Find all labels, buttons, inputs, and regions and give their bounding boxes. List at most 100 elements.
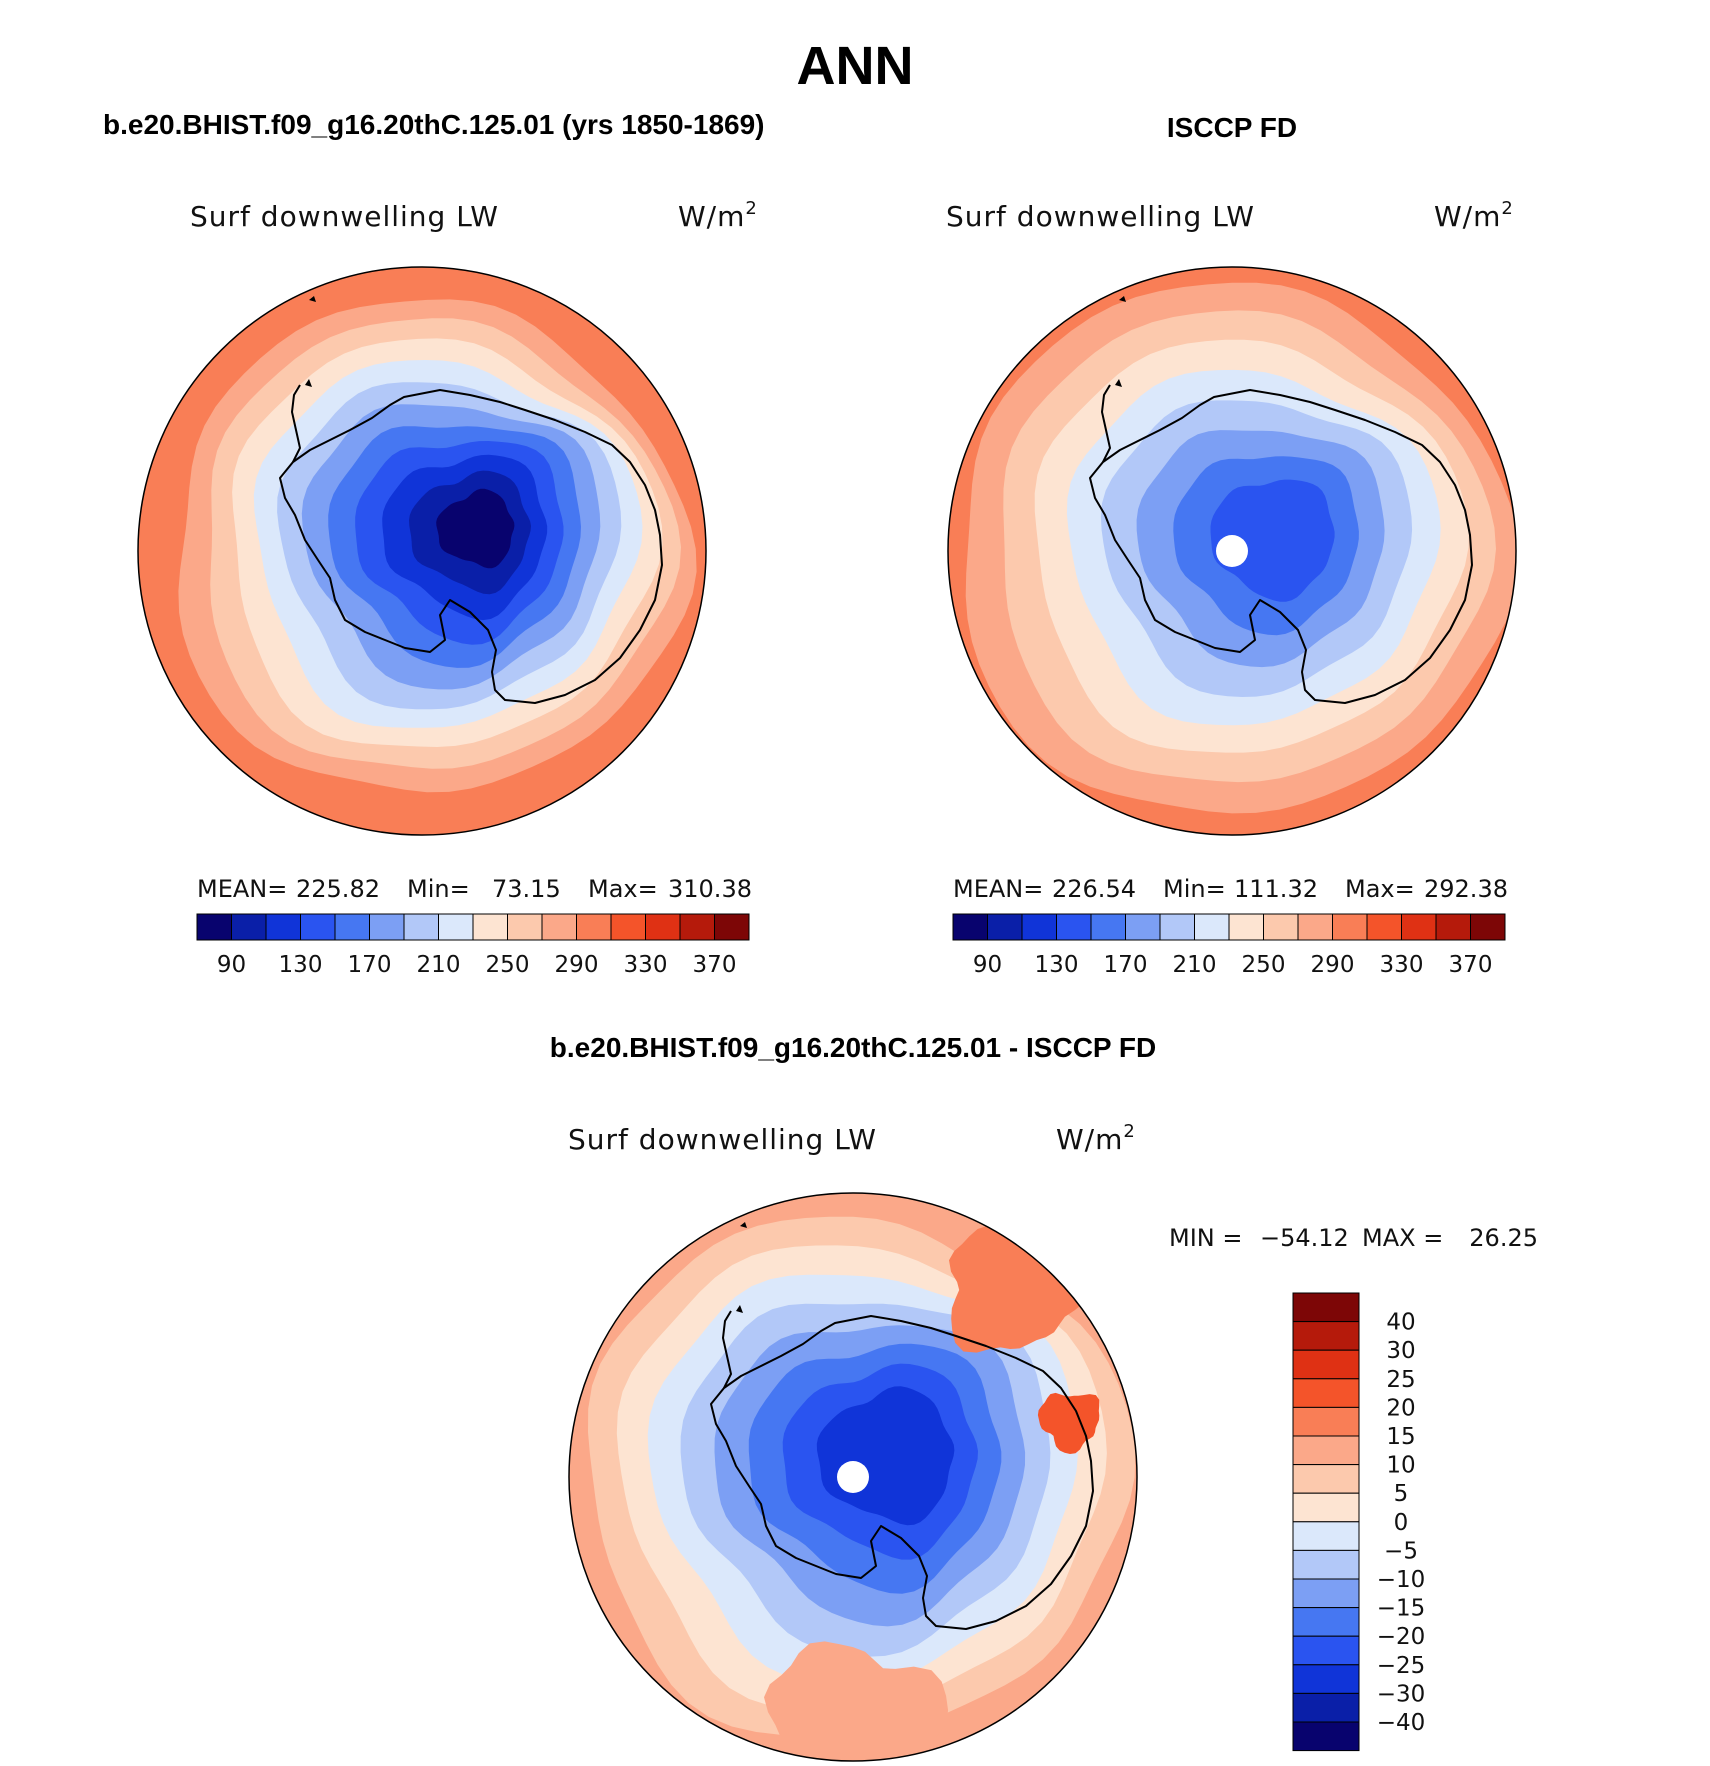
- colorbar-tick-label: 130: [279, 952, 323, 978]
- colorbar-tick-label: 290: [555, 952, 599, 978]
- panel-model-map: [138, 267, 706, 835]
- colorbar-swatch: [645, 913, 681, 941]
- colorbar-tick-label: 210: [1173, 952, 1217, 978]
- panel-obs: ISCCP FD Surf downwelling LW W/m2 MEAN= …: [946, 112, 1517, 978]
- panel-model-units: W/m2: [678, 198, 758, 233]
- colorbar-tick-label: −10: [1377, 1567, 1426, 1593]
- panel-obs-title: ISCCP FD: [1167, 112, 1297, 143]
- colorbar-tick-label: −15: [1377, 1596, 1426, 1622]
- colorbar-tick-label: 370: [1449, 952, 1493, 978]
- panel-obs-min-label: Min=: [1163, 875, 1226, 903]
- panel-model-stats: MEAN= 225.82 Min= 73.15 Max= 310.38: [197, 875, 752, 903]
- colorbar-tick-label: 250: [1242, 952, 1286, 978]
- colorbar-tick-label: 10: [1386, 1453, 1415, 1479]
- colorbar-tick-label: 370: [693, 952, 737, 978]
- colorbar-tick-label: 210: [417, 952, 461, 978]
- colorbar-swatch: [403, 913, 439, 941]
- panel-obs-variable: Surf downwelling LW: [946, 200, 1255, 233]
- contour-band: [1210, 479, 1335, 602]
- colorbar-swatch: [1292, 1721, 1360, 1752]
- island: [736, 1305, 743, 1313]
- island: [740, 1222, 747, 1228]
- colorbar-tick-label: 130: [1035, 952, 1079, 978]
- island: [1115, 379, 1122, 387]
- colorbar-tick-label: −5: [1384, 1538, 1418, 1564]
- antarctica-coastline: [710, 1315, 1094, 1630]
- colorbar-swatch: [1292, 1464, 1360, 1494]
- panel-difference-title: b.e20.BHIST.f09_g16.20thC.125.01 - ISCCP…: [550, 1032, 1156, 1063]
- panel-difference-variable: Surf downwelling LW: [568, 1123, 877, 1156]
- colorbar-swatch: [1435, 913, 1471, 941]
- contour-blob: [764, 1641, 949, 1761]
- panel-difference-min-label: MIN =: [1169, 1224, 1242, 1252]
- colorbar-tick-label: 170: [348, 952, 392, 978]
- peninsula-coastline: [721, 1310, 733, 1389]
- colorbar-tick-label: 5: [1394, 1481, 1409, 1507]
- panel-difference-coastline: [710, 1222, 1094, 1630]
- colorbar-tick-label: 20: [1386, 1395, 1415, 1421]
- panel-obs-map-border: [947, 266, 1517, 836]
- panel-model-max-value: 310.38: [668, 875, 752, 903]
- panel-difference: b.e20.BHIST.f09_g16.20thC.125.01 - ISCCP…: [550, 1032, 1538, 1762]
- panel-difference-units: W/m2: [1056, 1121, 1136, 1156]
- colorbar-swatch: [952, 913, 988, 941]
- panel-obs-max-value: 292.38: [1424, 875, 1508, 903]
- colorbar-swatch: [1021, 913, 1057, 941]
- colorbar-swatch: [1125, 913, 1161, 941]
- panel-difference-stats: MIN = −54.12 MAX = 26.25: [1169, 1224, 1538, 1252]
- panel-model: b.e20.BHIST.f09_g16.20thC.125.01 (yrs 18…: [103, 109, 765, 978]
- colorbar-swatch: [1292, 1349, 1360, 1380]
- colorbar-tick-label: −20: [1377, 1624, 1426, 1650]
- colorbar-swatch: [300, 913, 336, 941]
- colorbar-swatch: [1194, 913, 1230, 941]
- colorbar-swatch: [1292, 1521, 1360, 1551]
- colorbar-swatch: [1292, 1635, 1360, 1666]
- colorbar-swatch: [1292, 1692, 1360, 1723]
- colorbar-swatch: [1292, 1664, 1360, 1694]
- panel-model-colorbar: 90 130 170 210 250 290 330 370: [196, 913, 750, 978]
- panel-obs-units: W/m2: [1434, 198, 1514, 233]
- colorbar-tick-label: −40: [1377, 1710, 1426, 1736]
- pole-missing-data: [837, 1461, 869, 1493]
- colorbar-swatch: [1292, 1549, 1360, 1580]
- panel-obs-max-label: Max=: [1345, 875, 1415, 903]
- antarctica-coastline: [1089, 389, 1473, 704]
- panel-model-coastline: [279, 296, 663, 704]
- panel-difference-map-border: [568, 1192, 1138, 1762]
- colorbar-swatch: [438, 913, 474, 941]
- colorbar-tick-label: 90: [217, 952, 246, 978]
- colorbar-swatch: [541, 913, 577, 941]
- panel-obs-colorbar: 90 130 170 210 250 290 330 370: [952, 913, 1506, 978]
- peninsula-coastline: [290, 384, 302, 463]
- colorbar-swatch: [1292, 1378, 1360, 1408]
- panel-difference-max-value: 26.25: [1469, 1224, 1538, 1252]
- panel-obs-mean-label: MEAN=: [953, 875, 1043, 903]
- panel-difference-max-label: MAX =: [1362, 1224, 1443, 1252]
- colorbar-swatch: [507, 913, 543, 941]
- colorbar-swatch: [1401, 913, 1437, 941]
- colorbar-swatch: [1292, 1292, 1360, 1323]
- panel-model-mean-label: MEAN=: [197, 875, 287, 903]
- colorbar-tick-label: 330: [1380, 952, 1424, 978]
- island: [1119, 296, 1126, 302]
- colorbar-swatch: [196, 913, 232, 941]
- colorbar-tick-label: −25: [1377, 1653, 1426, 1679]
- colorbar-tick-label: −30: [1377, 1681, 1426, 1707]
- colorbar-swatch: [679, 913, 715, 941]
- colorbar-tick-label: 170: [1104, 952, 1148, 978]
- panel-model-min-label: Min=: [407, 875, 470, 903]
- panel-difference-map: [569, 1193, 1137, 1761]
- colorbar-tick-label: 290: [1311, 952, 1355, 978]
- colorbar-swatch: [1292, 1607, 1360, 1637]
- colorbar-tick-label: 90: [973, 952, 1002, 978]
- contour-band: [436, 488, 515, 569]
- peninsula-coastline: [1100, 384, 1112, 463]
- colorbar-tick-label: 25: [1386, 1367, 1415, 1393]
- panel-obs-map: [948, 267, 1516, 835]
- colorbar-swatch: [1228, 913, 1264, 941]
- panel-model-map-border: [137, 266, 707, 836]
- colorbar-swatch: [1159, 913, 1195, 941]
- colorbar-swatch: [1090, 913, 1126, 941]
- panel-obs-mean-value: 226.54: [1052, 875, 1136, 903]
